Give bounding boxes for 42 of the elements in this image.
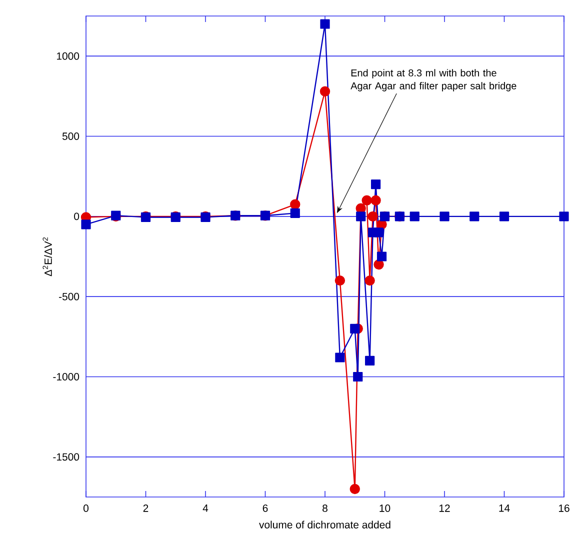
- point: [320, 19, 330, 29]
- x-tick-label: 12: [439, 504, 450, 512]
- point: [353, 372, 363, 382]
- point: [410, 212, 420, 222]
- x-tick-label: 16: [558, 504, 570, 512]
- point: [290, 208, 300, 218]
- point: [356, 212, 366, 222]
- x-tick-label: 4: [202, 504, 208, 512]
- x-tick-label: 14: [499, 504, 510, 512]
- point: [364, 275, 375, 286]
- y-tick-label: 0: [74, 212, 80, 220]
- x-tick-label: 10: [380, 504, 390, 512]
- point: [290, 199, 300, 210]
- point: [320, 86, 330, 96]
- point: [334, 275, 346, 286]
- point: [335, 352, 345, 362]
- y-tick-label: 500: [62, 132, 80, 140]
- point: [374, 228, 384, 238]
- y-tick-label: -1500: [53, 453, 80, 461]
- point: [470, 212, 480, 222]
- point: [350, 484, 360, 494]
- x-tick-label: 8: [322, 504, 328, 512]
- x-axis-title: volume of dichromate added: [259, 520, 390, 528]
- x-tick-label: 2: [143, 504, 148, 512]
- y-tick-label: -500: [59, 292, 80, 300]
- point: [81, 220, 91, 230]
- point: [376, 252, 387, 262]
- point: [362, 195, 372, 206]
- point: [365, 356, 375, 366]
- x-tick-label: 6: [262, 504, 268, 512]
- point: [440, 212, 450, 222]
- y-tick-label: -1000: [53, 373, 80, 380]
- y-tick-label: 1000: [57, 52, 80, 60]
- point: [368, 211, 378, 222]
- point: [499, 212, 510, 222]
- point: [370, 195, 381, 206]
- point: [559, 212, 569, 222]
- x-tick-label: 0: [83, 504, 88, 512]
- annotation: End point at 8.3 ml with both the Agar Agar and filter paper salt bridge: [350, 69, 516, 92]
- point: [350, 324, 360, 334]
- y-axis-title: Δ$^{2}$E/ΔV$^{2}$: [42, 237, 52, 276]
- point: [370, 180, 381, 190]
